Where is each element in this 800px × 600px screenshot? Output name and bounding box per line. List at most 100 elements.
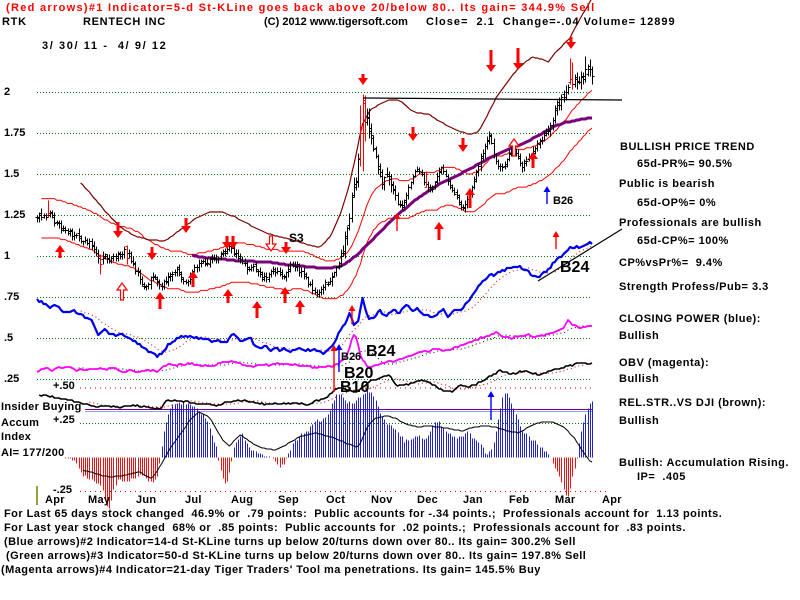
indicator-summary-line: Bullish: Accumulation Rising. — [619, 457, 789, 469]
sell-signal-arrow — [281, 247, 291, 254]
month-label: Jul — [185, 494, 202, 506]
sell-signal-arrow — [147, 253, 157, 260]
month-label: Jan — [463, 494, 483, 506]
annotation-b26-left: B26 — [341, 351, 362, 363]
indicator-summary-line: IP= .405 — [637, 471, 686, 483]
month-label: Jun — [136, 494, 157, 506]
price-tick-label: 1 — [4, 250, 11, 262]
indicator-summary-line: Bullish — [619, 330, 660, 342]
buy-signal-arrow — [543, 186, 551, 192]
label-insider-buying: Insider Buying — [1, 401, 82, 413]
indicator-summary-line: Bullish — [619, 373, 660, 385]
statistics-line: (Blue arrows)#2 Indicator=14-d St-KLine … — [4, 536, 576, 548]
indicator-summary-line: CP%vsPr%= 9.4% — [619, 257, 723, 269]
buy-signal-arrow — [487, 391, 495, 397]
month-label: May — [88, 494, 111, 506]
annotation-b10: B10 — [340, 379, 370, 396]
price-tick-label: 2 — [4, 86, 11, 98]
indicator-summary-line: 65d-OP%= 0% — [637, 197, 717, 209]
price-tick-label: 1.75 — [4, 127, 26, 139]
buy-signal-arrow — [252, 301, 262, 308]
buy-signal-arrow — [155, 292, 165, 299]
lower-band-line — [41, 127, 593, 300]
copyright-note: (C) 2012 www.tigersoft.com — [264, 16, 408, 28]
buy-signal-arrow — [393, 213, 401, 219]
month-label: Aug — [231, 494, 254, 506]
annotation-b24-left: B24 — [366, 343, 396, 360]
indicator-summary-line: CLOSING POWER (blue): — [619, 313, 761, 325]
resistance-trendline — [362, 97, 623, 101]
price-tick-label: .75 — [4, 291, 20, 303]
label-accum: Accum — [1, 417, 40, 429]
purple-ma-line — [191, 116, 592, 270]
sell-signal-arrow — [513, 63, 523, 70]
buy-signal-arrow-hollow — [507, 137, 521, 157]
indicator-summary-line: 65d-PR%= 90.5% — [637, 158, 733, 170]
month-label: Apr — [45, 494, 65, 506]
label-accumulation-index-value: AI= 177/200 — [1, 447, 65, 459]
upper-band-line — [41, 89, 593, 262]
annotation-b20: B20 — [344, 365, 374, 382]
sell-signal-arrow — [181, 226, 191, 233]
buy-signal-arrow — [295, 300, 305, 307]
indicator-summary-line: 65d-CP%= 100% — [637, 235, 729, 247]
buy-signal-arrow — [552, 231, 560, 237]
statistics-line: For Last year stock changed 68% or .85 p… — [4, 522, 686, 534]
month-label: Sep — [278, 494, 300, 506]
sell-signal-arrow — [408, 134, 418, 141]
buy-signal-arrow — [55, 245, 65, 252]
company-name: RENTECH INC — [83, 16, 166, 28]
label-minus25: -.25 — [53, 484, 72, 496]
statistics-line: For Last 65 days stock changed 46.9% or … — [4, 508, 723, 520]
month-label: Dec — [417, 494, 439, 506]
label-plus50: +.50 — [53, 380, 75, 392]
indicator-summary-line: REL.STR..VS DJI (brown): — [619, 397, 767, 409]
price-tick-label: .25 — [4, 373, 20, 385]
closing-power-line — [36, 240, 593, 359]
quote-summary: Close= 2.1 Change=-.04 Volume= 12899 — [426, 16, 676, 28]
indicator-summary-line: OBV (magenta): — [619, 357, 710, 369]
statistics-line: (Magenta arrows)#4 Indicator=21-day Tige… — [1, 564, 541, 576]
sell-signal-arrow — [358, 78, 368, 85]
maroon-envelope-line — [80, 0, 592, 248]
buy-signal-arrow — [348, 305, 356, 311]
signal-legend-red-arrows: (Red arrows)#1 Indicator=5-d St-KLine go… — [6, 2, 596, 14]
buy-signal-arrow — [528, 152, 538, 159]
date-range: 3/ 30/ 11 - 4/ 9/ 12 — [42, 40, 168, 52]
price-tick-label: 1.5 — [4, 168, 20, 180]
obv-line — [36, 319, 592, 373]
obv-ma-dotted — [78, 324, 593, 372]
statistics-line: (Green arrows)#3 Indicator=50-d St-KLine… — [6, 550, 587, 562]
annotation-b24-right: B24 — [560, 259, 590, 276]
indicator-summary-line: Public is bearish — [619, 178, 715, 190]
month-label: Nov — [371, 494, 393, 506]
indicator-summary-line: BULLISH PRICE TREND — [620, 141, 755, 153]
sell-signal-arrow-hollow — [264, 235, 278, 253]
buy-signal-arrow — [335, 344, 343, 350]
month-label: Apr — [602, 494, 622, 506]
buy-signal-arrow — [465, 188, 475, 195]
sell-signal-arrow — [228, 242, 238, 249]
price-tick-label: 1.25 — [4, 209, 26, 221]
month-label: Oct — [326, 494, 346, 506]
buy-signal-arrow-hollow — [115, 281, 129, 301]
closing-power-trendline — [537, 228, 623, 282]
buy-signal-arrow — [330, 345, 338, 351]
indicator-summary-line: Bullish — [619, 415, 660, 427]
sell-signal-arrow — [486, 65, 496, 72]
label-plus25: +.25 — [53, 414, 75, 426]
ticker-symbol: RTK — [2, 16, 27, 28]
sell-signal-arrow — [458, 145, 468, 152]
buy-signal-arrow — [188, 271, 198, 278]
accum-ma-line — [82, 411, 593, 479]
buy-signal-arrow — [223, 289, 233, 296]
buy-signal-arrow — [434, 222, 444, 229]
buy-signal-arrow — [280, 287, 290, 294]
annotation-b26-right: B26 — [553, 195, 574, 207]
label-index: Index — [1, 431, 32, 443]
sell-signal-arrow — [566, 42, 576, 49]
rel-str-line — [38, 362, 593, 410]
annotation-s3: S3 — [289, 231, 304, 245]
